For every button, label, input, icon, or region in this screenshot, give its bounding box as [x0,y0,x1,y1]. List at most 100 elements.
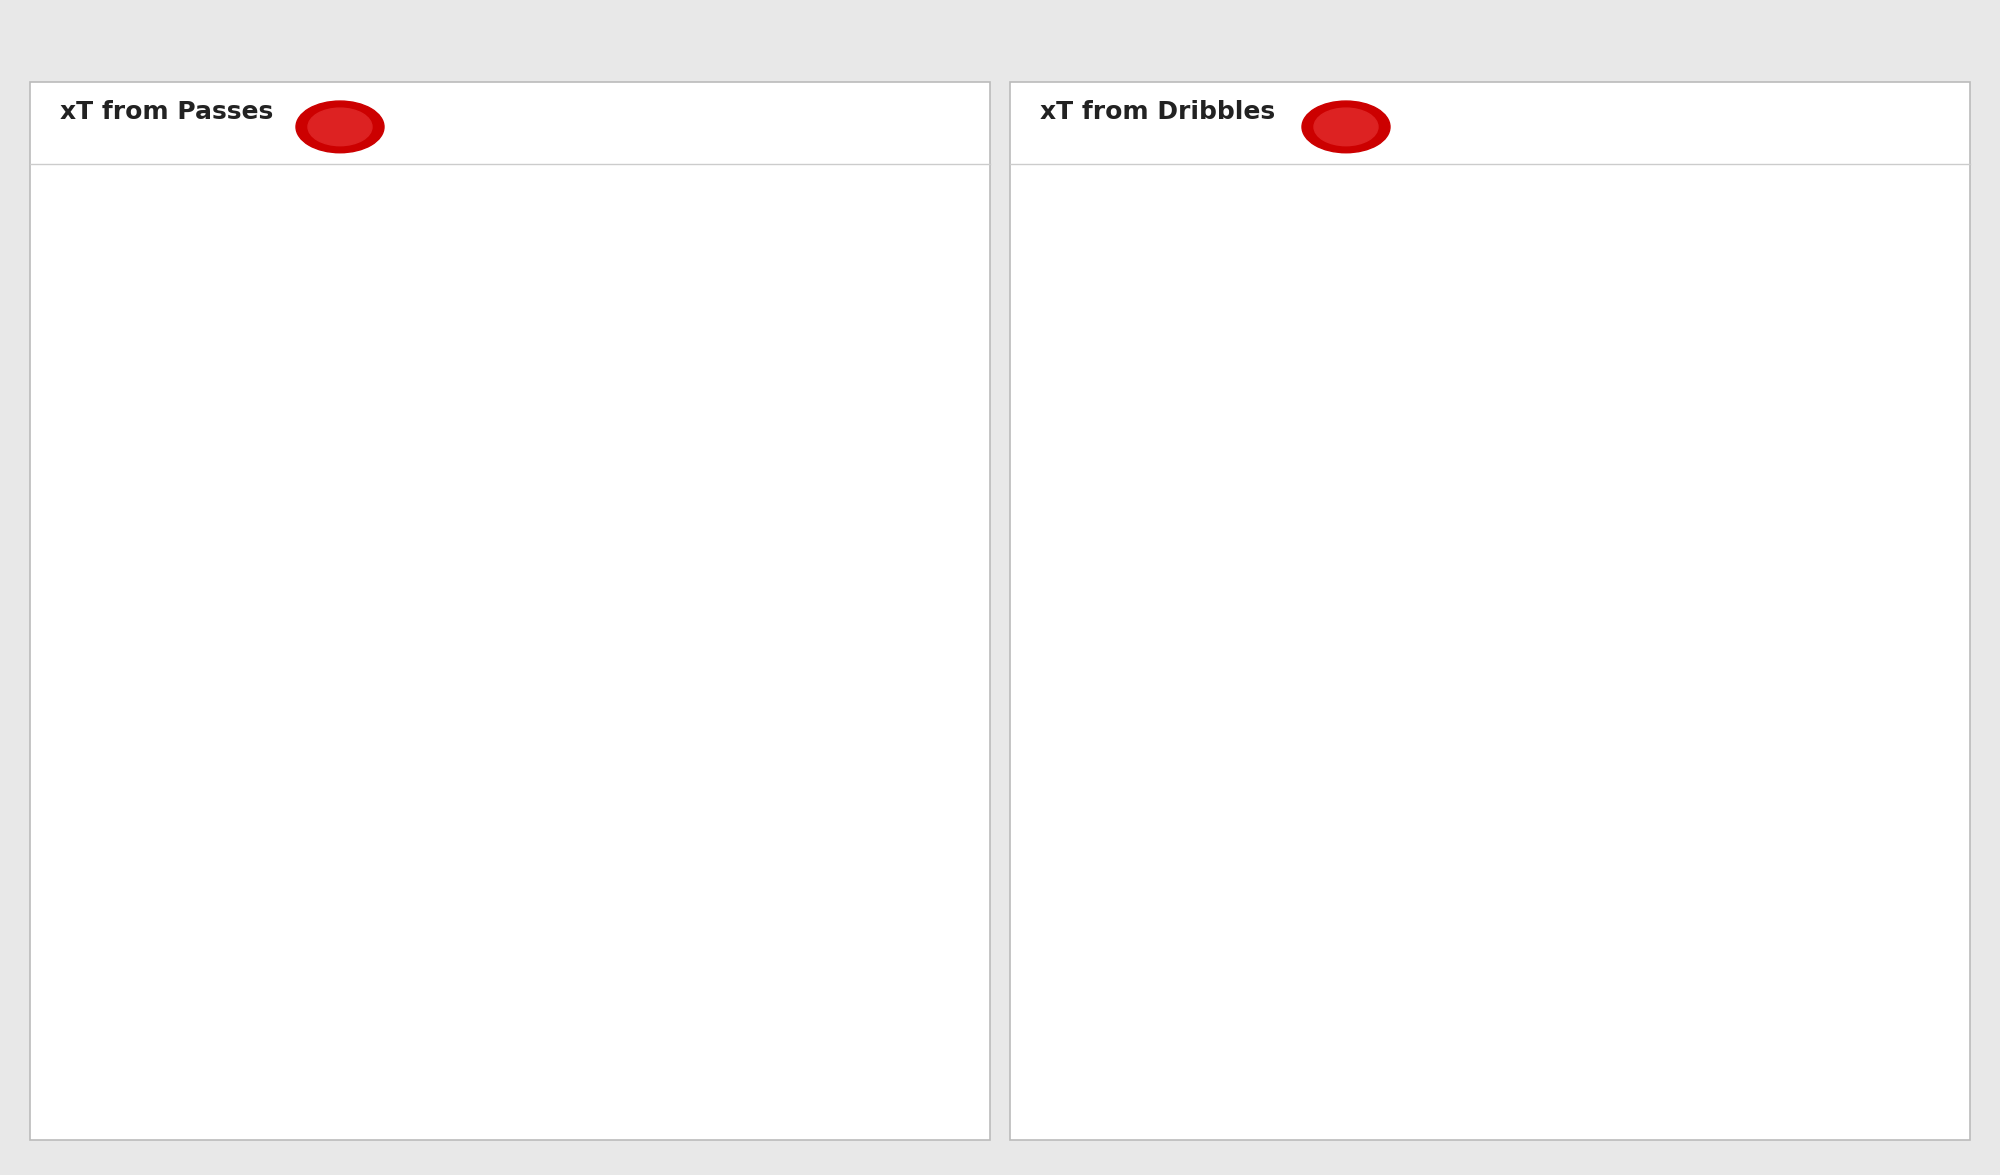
Text: 0.02: 0.02 [534,223,564,236]
Text: Juan Manuel Mata García: Juan Manuel Mata García [164,763,338,776]
Text: Marcus Rashford: Marcus Rashford [1144,972,1262,985]
Text: -0.007: -0.007 [1392,314,1434,327]
Text: -0.212: -0.212 [316,583,358,596]
Bar [512,423,732,456]
Text: 0.012: 0.012 [1562,1032,1598,1045]
Text: -0.024: -0.024 [446,822,488,835]
Text: 0.3: 0.3 [728,972,748,985]
Bar [366,573,512,606]
Text: 0.13: 0.13 [610,763,640,776]
Text: Cristiano Ronaldo dos
Santos Aveiro: Cristiano Ronaldo dos Santos Aveiro [164,1025,316,1052]
Text: 0.55: 0.55 [900,912,928,925]
Text: Marcus Rashford: Marcus Rashford [164,1092,282,1104]
Text: 0: 0 [1490,494,1498,506]
Text: 0.37: 0.37 [776,703,804,716]
Text: Bruno Miguel Borges
Fernandes: Bruno Miguel Borges Fernandes [164,576,310,603]
Bar [512,363,754,396]
Text: Jesse Lingard: Jesse Lingard [164,703,258,716]
Bar [1484,692,1548,725]
Text: Harry  Maguire: Harry Maguire [164,314,268,327]
Text: Nemanja Matić: Nemanja Matić [1144,763,1248,776]
Bar [454,752,512,785]
Text: -0.002: -0.002 [1422,703,1464,716]
Bar [504,303,512,336]
Bar [1484,1022,1554,1055]
Text: xT from Passes: xT from Passes [60,100,274,123]
Bar [464,632,512,665]
Text: -0.102: -0.102 [392,494,434,506]
Text: -0.228: -0.228 [306,972,348,985]
Bar [190,902,512,935]
Bar [1484,962,1774,995]
Text: -0.027: -0.027 [1276,1092,1318,1104]
Bar [1472,692,1484,725]
Text: 0.46: 0.46 [838,314,866,327]
Bar [512,812,554,845]
Bar [442,483,512,516]
Text: -0.202: -0.202 [324,434,366,446]
Text: 0.32: 0.32 [740,434,770,446]
Text: 0: 0 [1468,583,1478,596]
Bar [386,692,512,725]
Text: -0.187: -0.187 [334,1092,376,1104]
Bar [512,752,602,785]
Text: David de Gea Quintana: David de Gea Quintana [164,223,324,236]
Text: 0: 0 [1468,223,1478,236]
Text: -0.091: -0.091 [400,374,442,387]
Text: 0.46: 0.46 [838,643,866,656]
Bar [1484,363,1490,396]
Text: 0.16: 0.16 [630,1032,660,1045]
Text: 0.043: 0.043 [1742,583,1780,596]
Text: 0: 0 [1490,434,1498,446]
Text: Jadon Sancho: Jadon Sancho [1144,912,1238,925]
Bar [496,812,512,845]
Bar [1466,1022,1484,1055]
Bar [356,962,512,995]
Bar [1478,483,1484,516]
Text: -0.07: -0.07 [422,643,456,656]
Text: 0.35: 0.35 [762,374,790,387]
Text: -0.085: -0.085 [404,763,446,776]
Text: xT from Dribbles: xT from Dribbles [1040,100,1276,123]
Text: -0.012: -0.012 [454,314,496,327]
Text: -0.003: -0.003 [1416,1032,1458,1045]
Text: 0: 0 [498,223,506,236]
Bar [384,1081,512,1114]
Text: -0.261: -0.261 [282,1032,324,1045]
Bar [1326,1081,1484,1114]
Bar [512,902,890,935]
Bar [1442,303,1484,336]
Text: Jadon Sancho: Jadon Sancho [164,912,258,925]
Text: 0.61: 0.61 [940,583,970,596]
Text: Anthony Elanga: Anthony Elanga [164,972,274,985]
Text: Nemanja Matić: Nemanja Matić [164,822,268,835]
Text: Harry  Maguire: Harry Maguire [1144,374,1248,387]
Text: 0: 0 [1490,763,1498,776]
Bar [512,1081,526,1114]
Text: -0.042: -0.042 [1190,912,1232,925]
Text: 0: 0 [1490,822,1498,835]
Text: Cristiano Ronaldo dos
Santos Aveiro: Cristiano Ronaldo dos Santos Aveiro [1144,1085,1296,1112]
Text: 0.001: 0.001 [1498,374,1534,387]
Text: Victor Nilsson Lindelöf: Victor Nilsson Lindelöf [164,494,320,506]
Text: Alex Nicolao Telles: Alex Nicolao Telles [164,374,294,387]
Text: -0.001: -0.001 [1428,494,1470,506]
Text: -0.047: -0.047 [1160,643,1202,656]
Text: 0: 0 [1468,374,1478,387]
Bar [512,692,768,725]
Text: -0.184: -0.184 [336,703,378,716]
Bar [450,363,512,396]
Bar [1484,303,1560,336]
Text: Juan Manuel Mata García: Juan Manuel Mata García [1144,583,1318,596]
Text: David de Gea Quintana: David de Gea Quintana [1144,223,1304,236]
Bar [512,632,830,665]
Bar [1484,902,1884,935]
Bar [332,1022,512,1055]
Text: Paul Pogba: Paul Pogba [164,643,242,656]
Text: -0.034: -0.034 [1236,822,1278,835]
Text: 0.02: 0.02 [534,1092,564,1104]
Bar [512,483,622,516]
Bar [1484,632,1576,665]
Text: Victor Nilsson Lindelöf: Victor Nilsson Lindelöf [1144,434,1300,446]
Bar [1378,962,1484,995]
